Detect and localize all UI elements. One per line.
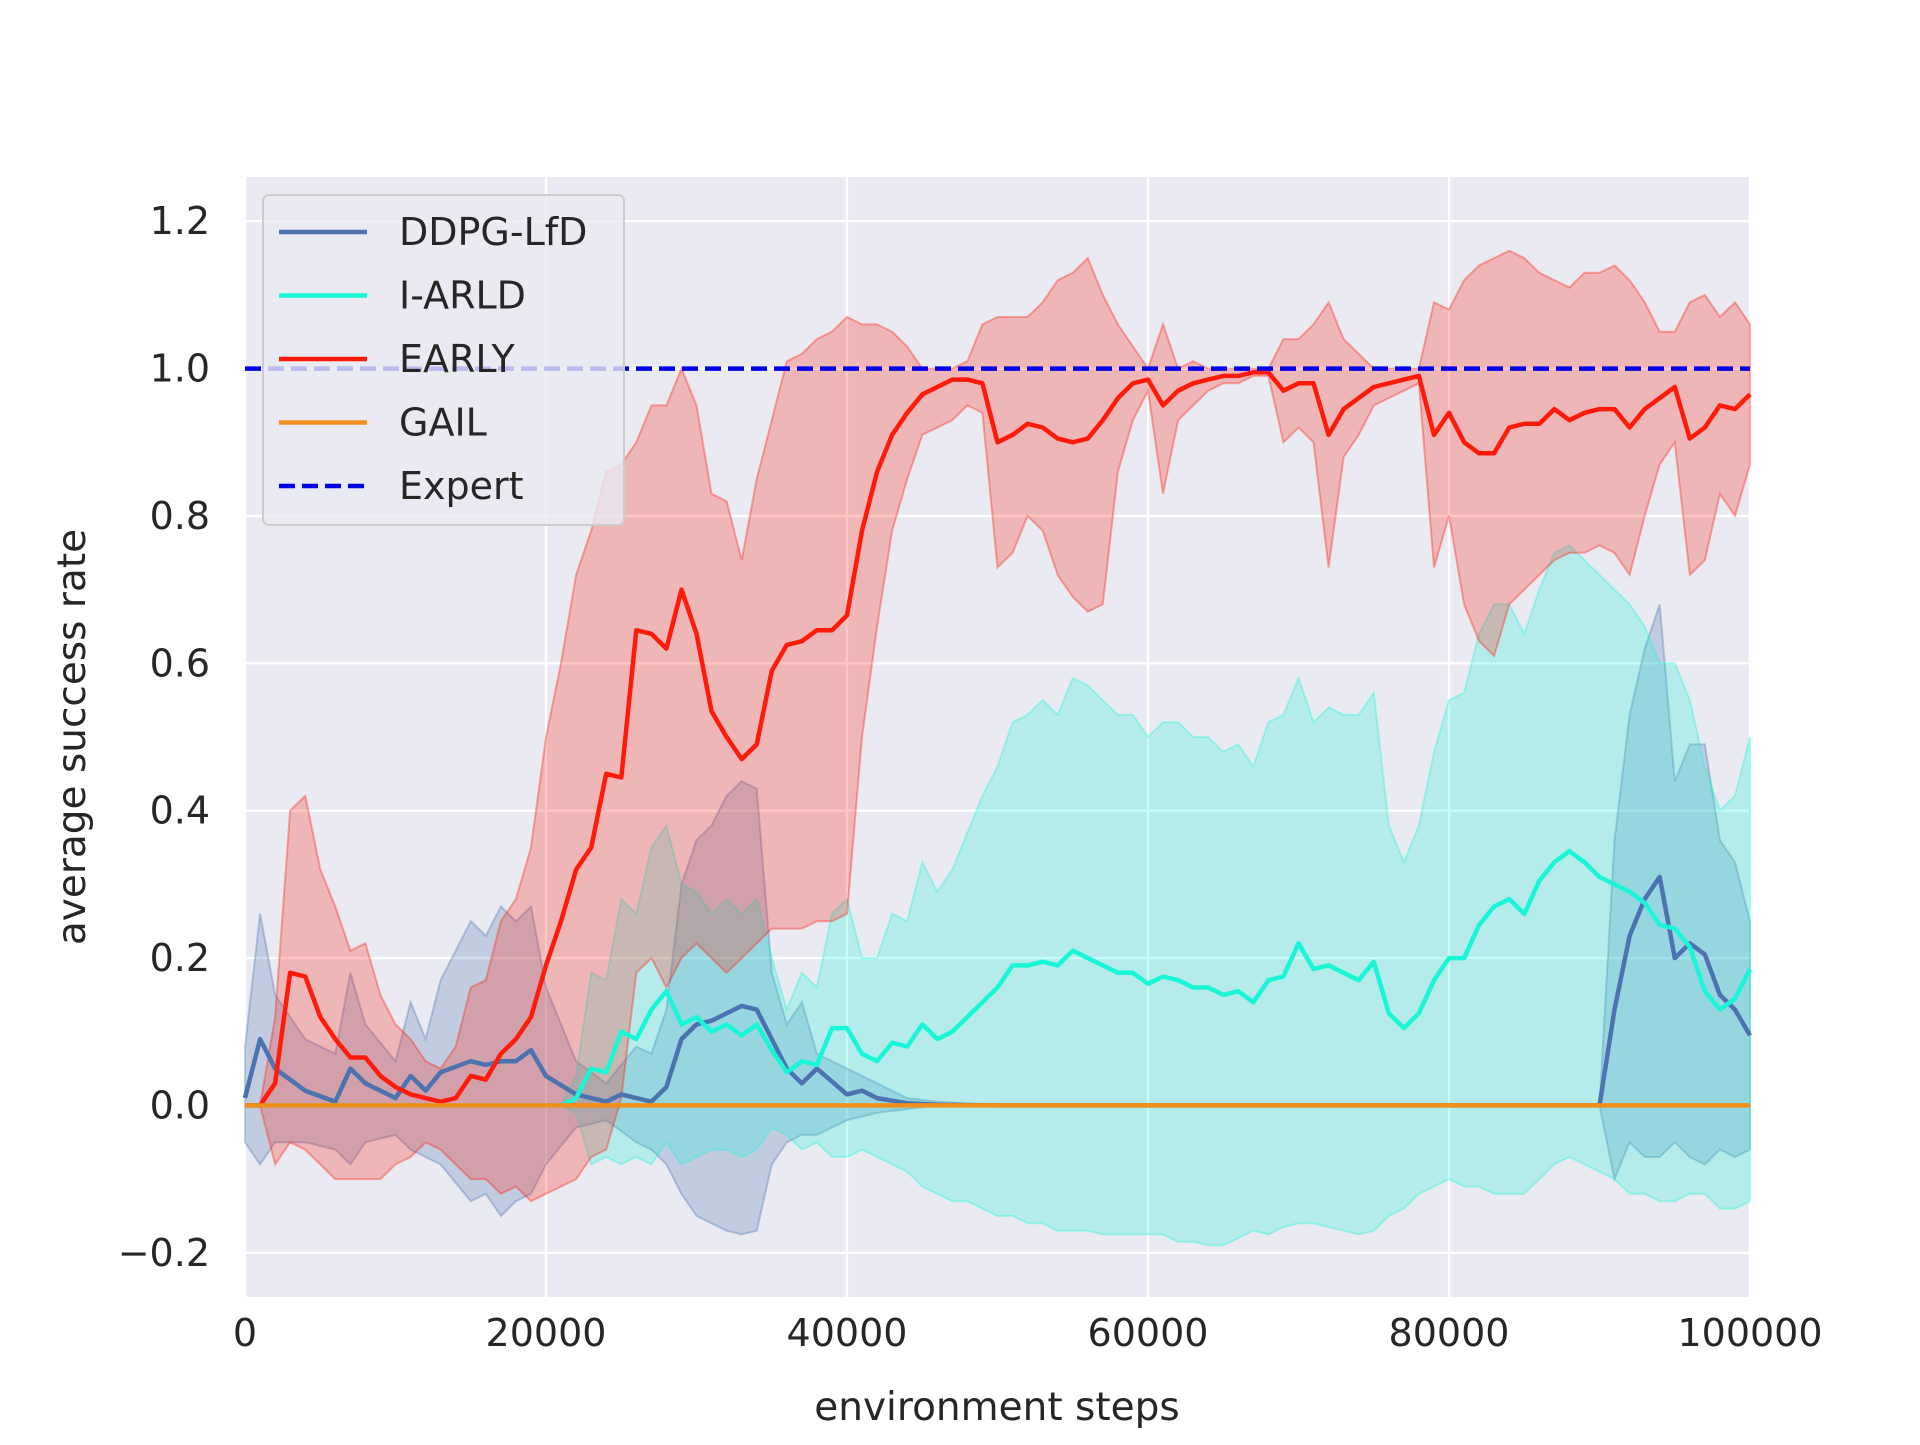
y-tick-label: 0.6 [150, 641, 210, 685]
tick-labels: 0 20000 40000 60000 80000 100000 −0.2 0.0 0.2 0.4… [118, 199, 1823, 1355]
band-ddpg-lfd [244, 604, 1751, 1236]
x-tick-label: 80000 [1389, 1311, 1510, 1355]
legend-label: EARLY [399, 337, 516, 381]
y-tick-label: 0.4 [150, 789, 210, 833]
legend: DDPG-LfD I-ARLD EARLY GAIL Expert [262, 194, 625, 526]
legend-label: GAIL [399, 401, 487, 445]
series-lines [242, 366, 1753, 1108]
y-tick-label: 1.0 [150, 347, 210, 391]
y-tick-label: 1.2 [150, 199, 210, 243]
legend-label: I-ARLD [399, 274, 526, 318]
x-tick-label: 100000 [1677, 1311, 1822, 1355]
series-line-i-arld [245, 848, 1753, 1108]
legend-label: DDPG-LfD [399, 210, 587, 254]
y-tick-label: −0.2 [118, 1231, 210, 1275]
x-tick-label: 40000 [787, 1311, 908, 1355]
series-line-early [245, 370, 1752, 1108]
x-tick-label: 0 [233, 1311, 257, 1355]
y-tick-label: 0.8 [150, 494, 210, 538]
x-axis-label: environment steps [814, 1385, 1179, 1430]
x-tick-label: 20000 [486, 1311, 607, 1355]
y-axis-label: average success rate [50, 529, 95, 945]
y-tick-label: 0.2 [150, 936, 210, 980]
series-line-ddpg-lfd [242, 874, 1752, 1108]
legend-box [262, 194, 625, 526]
legend-label: Expert [399, 464, 524, 508]
y-tick-label: 0.0 [150, 1083, 210, 1127]
x-tick-label: 60000 [1088, 1311, 1209, 1355]
